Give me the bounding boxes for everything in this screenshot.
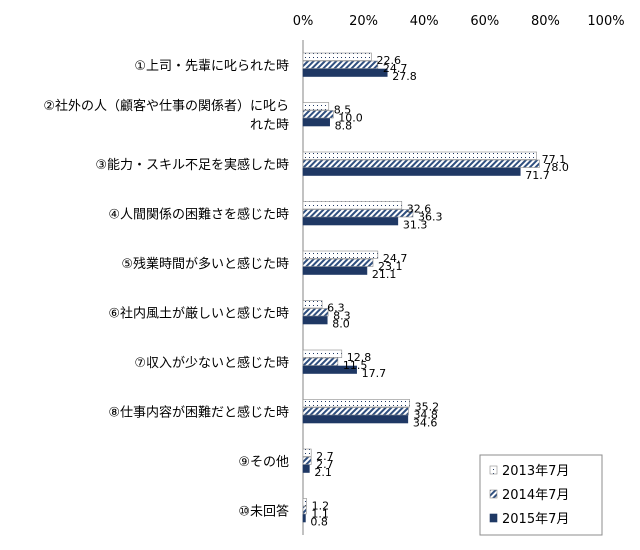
- data-label: 31.3: [403, 219, 428, 232]
- data-label: 11.5: [343, 359, 368, 372]
- bar: [302, 399, 410, 408]
- bar-series: [302, 52, 540, 523]
- bar: [302, 506, 307, 515]
- data-labels: 22.624.727.88.510.08.877.178.071.732.636…: [310, 54, 568, 529]
- bar: [302, 316, 328, 325]
- bar: [302, 357, 339, 366]
- bar: [302, 365, 357, 374]
- bar: [302, 159, 540, 168]
- data-label: 27.8: [392, 70, 417, 83]
- legend-swatch: [489, 489, 498, 499]
- legend: 2013年7月 2014年7月 2015年7月: [479, 454, 603, 536]
- data-label: 10.0: [338, 112, 363, 125]
- legend-swatch: [489, 465, 498, 475]
- bar: [302, 68, 388, 77]
- x-tick-label: 60%: [470, 14, 499, 29]
- x-tick-label: 100%: [587, 14, 624, 29]
- bar: [302, 300, 323, 309]
- category-label: ④人間関係の困難さを感じた時: [108, 206, 289, 222]
- bar: [302, 308, 329, 317]
- data-label: 6.3: [327, 302, 345, 315]
- bar: [302, 514, 306, 523]
- data-label: 23.1: [378, 260, 403, 273]
- data-label: 0.8: [310, 516, 328, 529]
- category-label: ⑧仕事内容が困難だと感じた時: [108, 404, 289, 420]
- category-label: ⑥社内風土が厳しいと感じた時: [108, 305, 289, 321]
- bar: [302, 167, 521, 176]
- bar: [302, 209, 414, 218]
- bar: [302, 448, 312, 457]
- legend-swatch: [489, 513, 498, 523]
- bar: [302, 258, 374, 267]
- bar: [302, 110, 334, 119]
- legend-label: 2013年7月: [502, 464, 569, 479]
- category-label: ②社外の人（顧客や仕事の関係者）に叱ら: [43, 98, 289, 114]
- data-label: 8.0: [332, 318, 350, 331]
- bar: [302, 456, 312, 465]
- data-label: 77.1: [542, 153, 567, 166]
- bar: [302, 102, 330, 111]
- bar: [302, 498, 307, 507]
- x-tick-label: 0%: [293, 14, 314, 29]
- category-label: れた時: [250, 118, 289, 133]
- data-label: 8.8: [335, 120, 353, 133]
- bar: [302, 407, 409, 416]
- data-label: 36.3: [418, 211, 443, 224]
- data-label: 1.1: [311, 508, 329, 521]
- bar: [302, 415, 409, 424]
- category-label: ⑩未回答: [238, 503, 289, 519]
- legend-label: 2015年7月: [502, 512, 569, 527]
- data-label: 24.7: [383, 252, 408, 265]
- bar: [302, 60, 379, 69]
- category-label: ⑦収入が少ないと感じた時: [134, 355, 289, 371]
- data-label: 2.1: [314, 466, 332, 479]
- data-label: 35.2: [415, 401, 440, 414]
- x-tick-label: 40%: [410, 14, 439, 29]
- category-label: ⑤残業時間が多いと感じた時: [121, 256, 289, 272]
- data-label: 78.0: [544, 161, 569, 174]
- bar: [302, 201, 403, 210]
- data-label: 2.7: [316, 458, 334, 471]
- data-label: 17.7: [362, 367, 387, 380]
- x-tick-label: 80%: [531, 14, 560, 29]
- category-label: ③能力・スキル不足を実感した時: [95, 157, 289, 173]
- data-label: 32.6: [407, 203, 432, 216]
- bar: [302, 118, 330, 127]
- bar: [302, 217, 399, 226]
- data-label: 34.6: [413, 417, 438, 430]
- bar: [302, 266, 368, 275]
- data-label: 21.1: [372, 268, 397, 281]
- bar: [302, 52, 372, 61]
- category-labels: ①上司・先輩に叱られた時 ②社外の人（顧客や仕事の関係者）に叱られた時 ③能力・スキ…: [43, 59, 289, 520]
- bar: [302, 464, 310, 473]
- data-label: 1.2: [312, 500, 330, 513]
- legend-box: [479, 454, 603, 536]
- legend-label: 2014年7月: [502, 488, 569, 503]
- data-label: 8.5: [334, 104, 352, 117]
- data-label: 2.7: [316, 450, 334, 463]
- bar: [302, 349, 343, 358]
- bar: [302, 250, 379, 259]
- data-label: 71.7: [525, 169, 550, 182]
- data-label: 8.3: [333, 310, 351, 323]
- data-label: 22.6: [376, 54, 401, 67]
- x-tick-label: 20%: [349, 14, 378, 29]
- category-label: ①上司・先輩に叱られた時: [134, 59, 289, 74]
- bar: [302, 151, 537, 160]
- data-label: 12.8: [347, 351, 372, 364]
- data-label: 34.8: [413, 409, 438, 422]
- data-label: 24.7: [383, 62, 408, 75]
- category-label: ⑨その他: [238, 455, 289, 470]
